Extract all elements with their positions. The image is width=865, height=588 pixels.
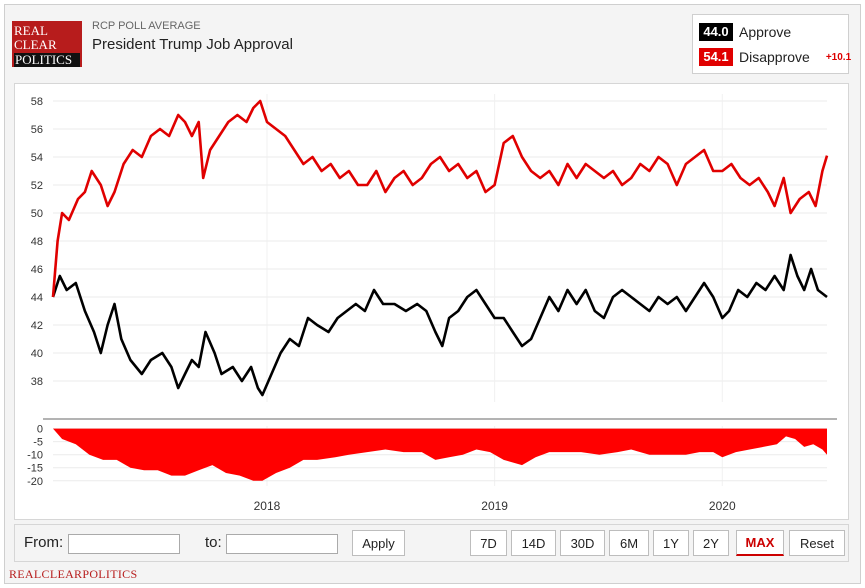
spread-tick-label: -10 xyxy=(27,450,43,462)
logo-line-1: REAL xyxy=(14,23,48,38)
y-tick-label: 40 xyxy=(31,348,43,360)
range-controls: From: to: Apply 7D 14D 30D 6M 1Y 2Y MAX … xyxy=(14,524,849,562)
reset-button[interactable]: Reset xyxy=(789,530,845,556)
range-2y-button[interactable]: 2Y xyxy=(693,530,729,556)
chart-title: President Trump Job Approval xyxy=(92,36,293,53)
legend-approve: 44.0 Approve xyxy=(699,23,791,41)
spread-tick-label: -5 xyxy=(33,437,43,449)
disapprove-value-badge: 54.1 xyxy=(699,48,733,66)
y-tick-label: 56 xyxy=(31,124,43,136)
range-14d-button[interactable]: 14D xyxy=(511,530,556,556)
approve-value-badge: 44.0 xyxy=(699,23,733,41)
y-tick-label: 48 xyxy=(31,236,43,248)
chart-svg: 38 40 42 44 46 48 50 52 54 56 58 0-5-10-15-20 2018 20… xyxy=(27,94,837,513)
chart-subtitle: RCP POLL AVERAGE xyxy=(92,20,201,32)
to-label: to: xyxy=(205,534,222,551)
spread-tick-label: 0 xyxy=(37,424,43,436)
legend-box: 44.0 Approve 54.1 Disapprove +10.1 xyxy=(692,14,851,74)
x-tick-label: 2020 xyxy=(709,499,736,513)
approve-label: Approve xyxy=(739,24,792,40)
disapprove-label: Disapprove xyxy=(739,49,810,65)
logo-line-3: POLITICS xyxy=(14,53,80,67)
from-date-input[interactable] xyxy=(68,534,180,554)
main-plot-bg xyxy=(53,94,827,402)
apply-button[interactable]: Apply xyxy=(352,530,405,556)
range-1y-button[interactable]: 1Y xyxy=(653,530,689,556)
from-label: From: xyxy=(24,534,64,551)
range-7d-button[interactable]: 7D xyxy=(470,530,507,556)
y-tick-label: 38 xyxy=(31,376,43,388)
footer-brand[interactable]: REALCLEARPOLITICS xyxy=(9,567,138,581)
y-tick-label: 50 xyxy=(31,208,43,220)
range-max-button[interactable]: MAX xyxy=(736,530,784,556)
y-tick-label: 58 xyxy=(31,96,43,108)
legend-disapprove: 54.1 Disapprove +10.1 xyxy=(699,48,851,66)
rcp-logo[interactable]: REAL CLEAR POLITICS xyxy=(12,21,82,67)
x-tick-label: 2018 xyxy=(254,499,281,513)
approve-series-line xyxy=(51,253,828,397)
y-tick-label: 52 xyxy=(31,180,43,192)
range-30d-button[interactable]: 30D xyxy=(560,530,605,556)
spread-area xyxy=(53,428,827,481)
plot-area[interactable]: 38 40 42 44 46 48 50 52 54 56 58 0 -5 -10 -15 -20 2018 20… xyxy=(14,83,849,520)
spread-value: +10.1 xyxy=(825,51,852,63)
y-tick-label: 44 xyxy=(31,292,43,304)
to-date-input[interactable] xyxy=(226,534,338,554)
y-tick-label: 42 xyxy=(31,320,43,332)
y-tick-label: 46 xyxy=(31,264,43,276)
spread-tick-label: -15 xyxy=(27,463,43,475)
y-tick-label: 54 xyxy=(31,152,43,164)
spread-tick-label: -20 xyxy=(27,476,43,488)
range-6m-button[interactable]: 6M xyxy=(609,530,649,556)
disapprove-series-line xyxy=(51,99,829,298)
logo-line-2: CLEAR xyxy=(14,37,57,52)
x-tick-label: 2019 xyxy=(481,499,508,513)
